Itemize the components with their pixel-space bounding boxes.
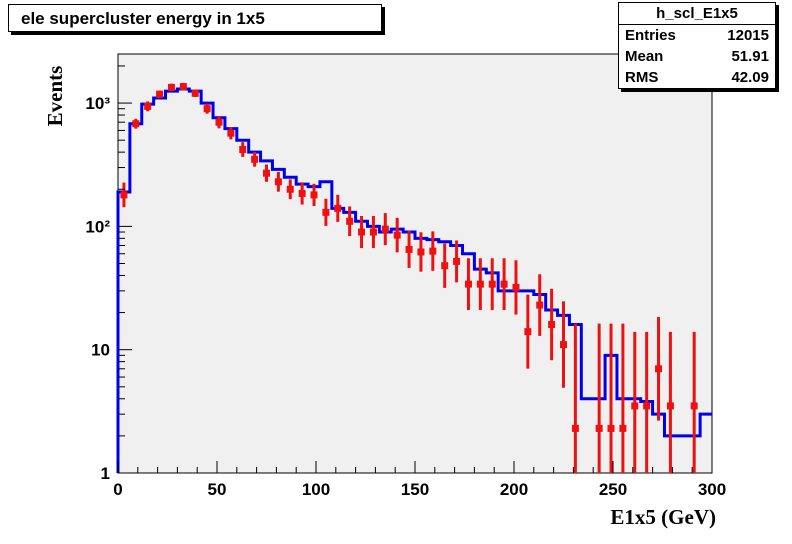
- data-point: [524, 328, 532, 336]
- data-point: [417, 248, 425, 256]
- data-point: [441, 262, 449, 270]
- data-point: [251, 155, 259, 163]
- data-point: [500, 280, 508, 288]
- axes: 0 50 100 150 200 250 300 1 10 10² 10³: [85, 65, 726, 499]
- stats-histogram-name: h_scl_E1x5: [619, 3, 775, 25]
- data-point: [191, 89, 199, 97]
- stats-label: RMS: [625, 69, 659, 86]
- x-tick-label: 50: [208, 480, 227, 499]
- data-point: [595, 424, 603, 432]
- x-tick-label: 200: [500, 480, 528, 499]
- stats-value: 12015: [727, 27, 769, 44]
- data-point: [334, 204, 342, 212]
- data-point: [132, 120, 140, 128]
- data-point: [346, 217, 354, 225]
- stats-box: h_scl_E1x5 Entries 12015 Mean 51.91 RMS …: [618, 2, 776, 89]
- data-point: [690, 402, 698, 410]
- stats-value: 51.91: [731, 48, 769, 65]
- data-point: [666, 402, 674, 410]
- data-point: [322, 208, 330, 216]
- stats-value: 42.09: [731, 69, 769, 86]
- data-point: [239, 146, 247, 154]
- data-point: [464, 280, 472, 288]
- x-tick-label: 150: [401, 480, 429, 499]
- histogram-line: [116, 87, 712, 473]
- data-point: [548, 321, 556, 329]
- data-point: [429, 247, 437, 255]
- x-axis-label: E1x5 (GeV): [610, 505, 716, 529]
- x-tick-label: 100: [302, 480, 330, 499]
- data-point: [156, 90, 164, 98]
- y-tick-label: 1: [101, 464, 110, 483]
- data-point: [120, 191, 128, 199]
- data-point: [571, 424, 579, 432]
- data-point: [310, 191, 318, 199]
- stats-label: Mean: [625, 48, 664, 65]
- data-point: [488, 280, 496, 288]
- data-point: [203, 105, 211, 113]
- y-tick-label: 10: [91, 341, 110, 360]
- data-point: [167, 83, 175, 91]
- y-tick-label: 10³: [85, 94, 110, 113]
- data-point: [215, 118, 223, 126]
- data-point: [286, 185, 294, 193]
- stats-row-mean: Mean 51.91: [619, 46, 775, 67]
- stats-row-rms: RMS 42.09: [619, 67, 775, 88]
- plot-title: ele supercluster energy in 1x5: [8, 4, 382, 32]
- data-point: [453, 257, 461, 265]
- data-point: [263, 169, 270, 177]
- data-point: [381, 225, 389, 233]
- stats-row-entries: Entries 12015: [619, 25, 775, 46]
- data-point: [393, 231, 401, 239]
- data-point: [274, 178, 282, 186]
- x-tick-label: 300: [698, 480, 726, 499]
- histogram-step-line: [116, 87, 712, 473]
- data-point: [476, 280, 484, 288]
- data-point: [655, 365, 663, 373]
- data-point: [643, 402, 651, 410]
- data-point: [369, 228, 377, 236]
- data-point: [607, 424, 615, 432]
- x-tick-label: 0: [113, 480, 122, 499]
- y-axis-label: Events: [43, 66, 67, 127]
- data-point: [619, 424, 627, 432]
- data-point: [358, 228, 366, 236]
- data-point: [512, 283, 520, 291]
- stats-label: Entries: [625, 27, 676, 44]
- data-point: [227, 129, 235, 137]
- x-tick-label: 250: [599, 480, 627, 499]
- data-point: [536, 301, 544, 309]
- data-point: [144, 102, 152, 110]
- data-point: [405, 245, 413, 253]
- data-point: [560, 341, 567, 349]
- data-point: [179, 83, 187, 91]
- y-tick-label: 10²: [85, 217, 110, 236]
- data-points: [120, 82, 698, 473]
- data-point: [298, 189, 306, 197]
- data-point: [631, 402, 639, 410]
